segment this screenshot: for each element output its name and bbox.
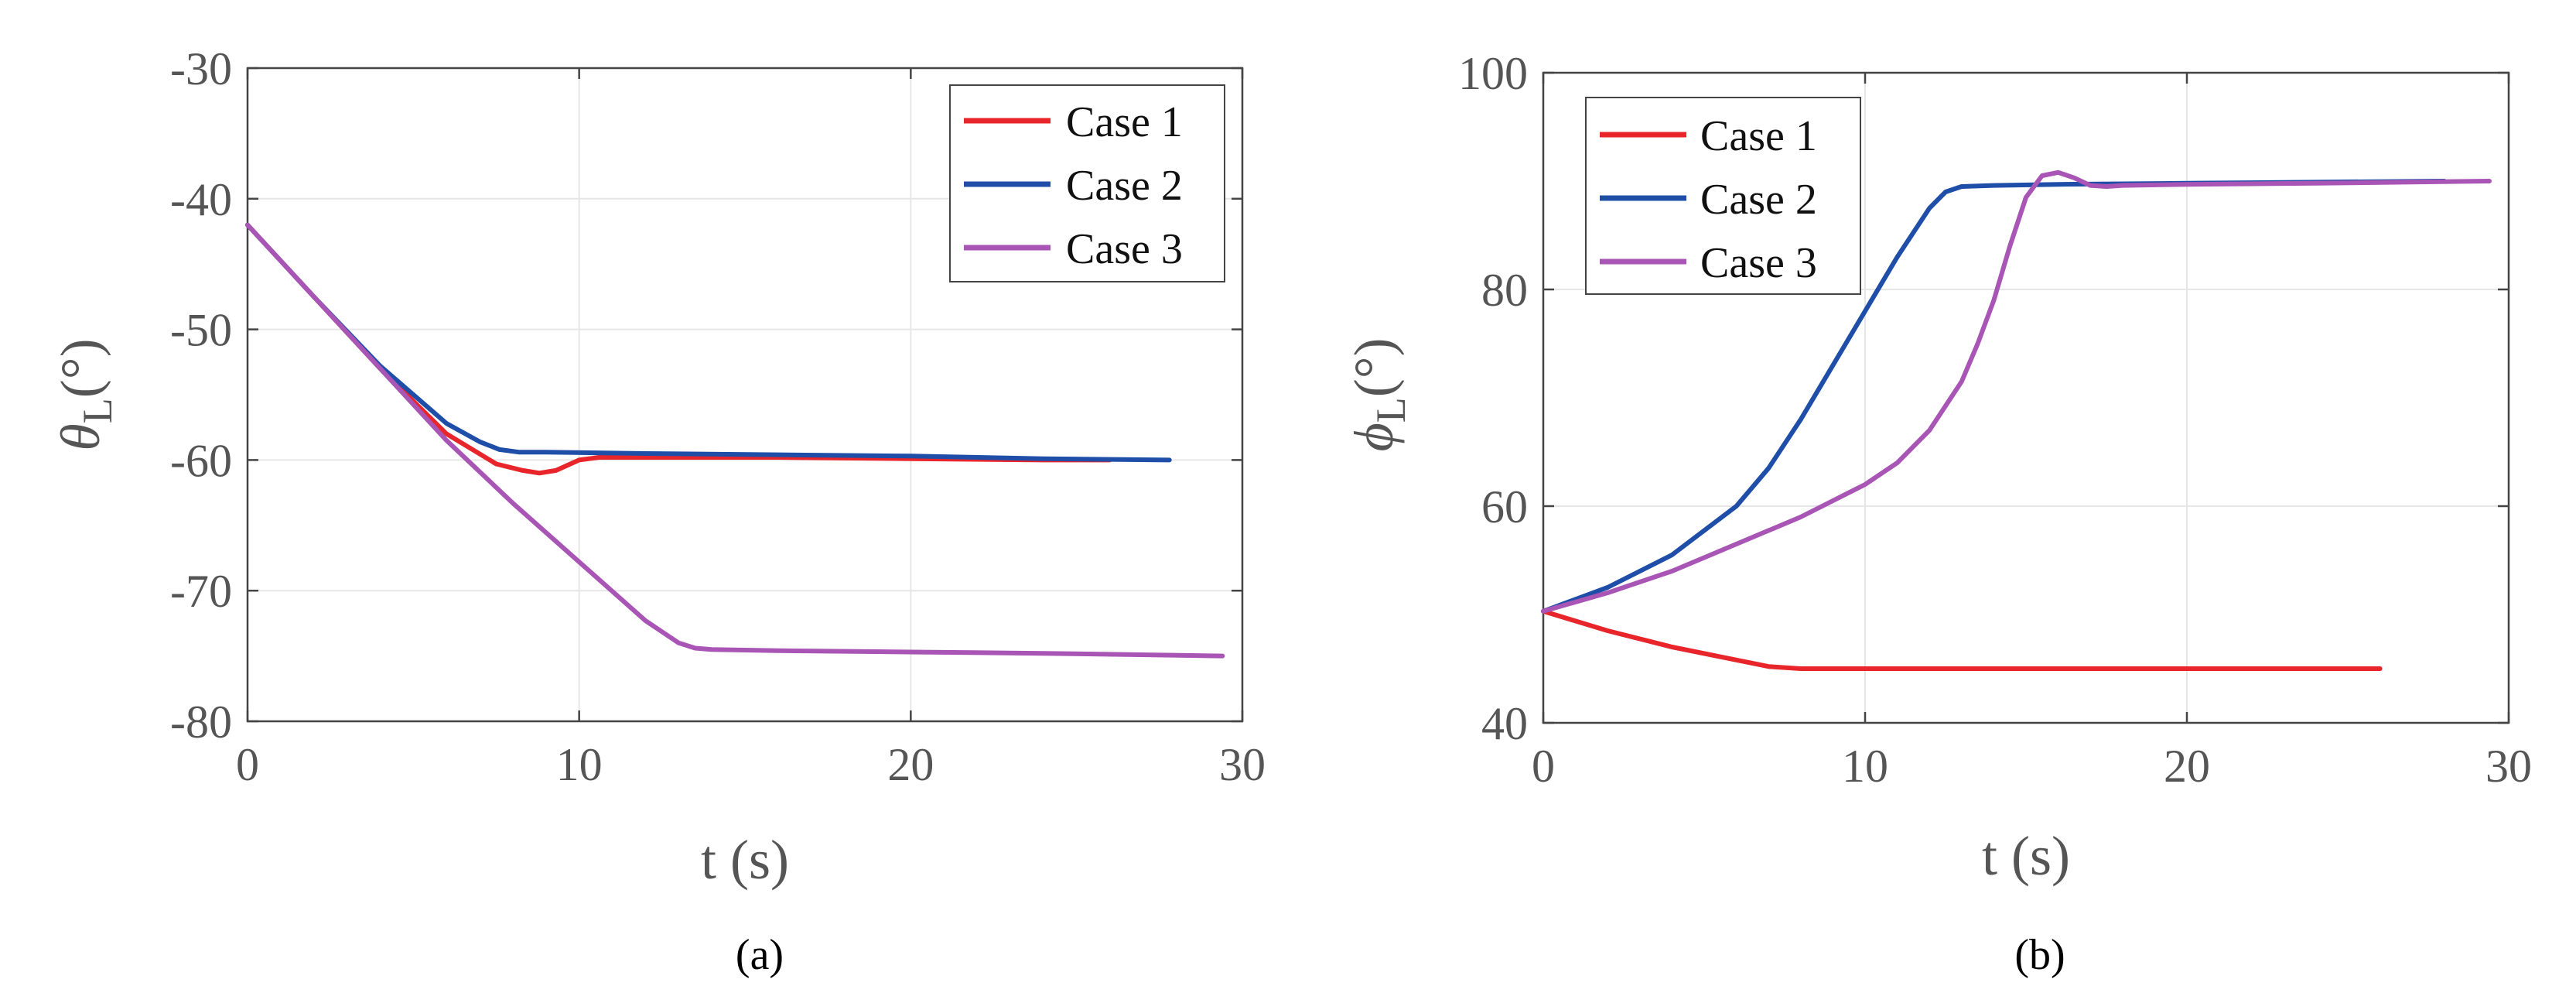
y-axis-symbol-a: θ [50, 423, 111, 450]
caption-b: (b) [2014, 931, 2065, 979]
y-axis-label-b: ϕL(°) [1343, 337, 1414, 451]
y-tick-label-a: -80 [170, 697, 232, 748]
y-axis-subscript-b: L [1368, 397, 1414, 423]
caption-a: (a) [736, 931, 784, 979]
chart-panel-b: 0 10 20 30 40 60 80 100 t (s) ϕL(°) Case 1 Cas… [1343, 48, 2532, 979]
x-axis-label-a: t (s) [701, 829, 789, 891]
x-tick-label-a: 30 [1219, 739, 1266, 790]
y-axis-label-a: θL(°) [50, 338, 121, 450]
y-tick-label-a: -40 [170, 174, 232, 225]
x-axis-a: 0 10 20 30 [236, 68, 1266, 790]
legend-label-case-2-b: Case 2 [1700, 176, 1817, 224]
y-tick-label-b: 80 [1481, 265, 1528, 316]
series-lines-b [1541, 169, 2492, 671]
chart-panel-a: 0 10 20 30 -80 -70 -60 -50 -40 -30 t (s) θL(°) C… [50, 43, 1266, 979]
plot-frame-b [1542, 71, 2510, 724]
plot-frame-a [246, 67, 1244, 723]
x-tick-label-b: 20 [2164, 741, 2210, 792]
y-axis-b: 40 60 80 100 [1458, 48, 2509, 749]
series-line-case-3-b [1541, 169, 2492, 614]
y-tick-label-b: 60 [1481, 481, 1528, 532]
series-line-case-3-a [245, 222, 1225, 659]
y-axis-subscript-a: L [74, 398, 121, 423]
y-tick-label-a: -70 [170, 566, 232, 617]
x-axis-label-b: t (s) [1982, 825, 2070, 887]
y-axis-unit-b: (°) [1343, 337, 1405, 397]
x-axis-b: 0 10 20 30 [1532, 73, 2532, 792]
x-tick-label-a: 10 [556, 739, 603, 790]
y-tick-label-b: 40 [1481, 698, 1528, 749]
legend-label-case-3-b: Case 3 [1700, 239, 1817, 287]
x-tick-label-b: 30 [2485, 741, 2532, 792]
series-lines-a [245, 222, 1225, 659]
y-axis-unit-a: (°) [50, 338, 111, 398]
y-axis-a: -80 -70 -60 -50 -40 -30 [170, 43, 1242, 748]
series-line-case-1-b [1541, 608, 2383, 671]
y-tick-label-a: -60 [170, 435, 232, 486]
legend-label-case-1-b: Case 1 [1700, 112, 1817, 160]
x-tick-label-a: 20 [887, 739, 934, 790]
x-tick-label-a: 0 [236, 739, 259, 790]
y-tick-label-a: -50 [170, 305, 232, 356]
legend-b: Case 1 Case 2 Case 3 [1585, 97, 1861, 295]
y-axis-symbol-b: ϕ [1343, 423, 1405, 451]
x-tick-label-b: 0 [1532, 741, 1555, 792]
x-tick-label-b: 10 [1842, 741, 1888, 792]
legend-label-case-1-a: Case 1 [1066, 98, 1183, 146]
legend-label-case-3-a: Case 3 [1066, 225, 1183, 273]
legend-label-case-2-a: Case 2 [1066, 162, 1183, 210]
y-tick-label-b: 100 [1458, 48, 1528, 99]
legend-a: Case 1 Case 2 Case 3 [949, 84, 1225, 282]
y-tick-label-a: -30 [170, 43, 232, 94]
